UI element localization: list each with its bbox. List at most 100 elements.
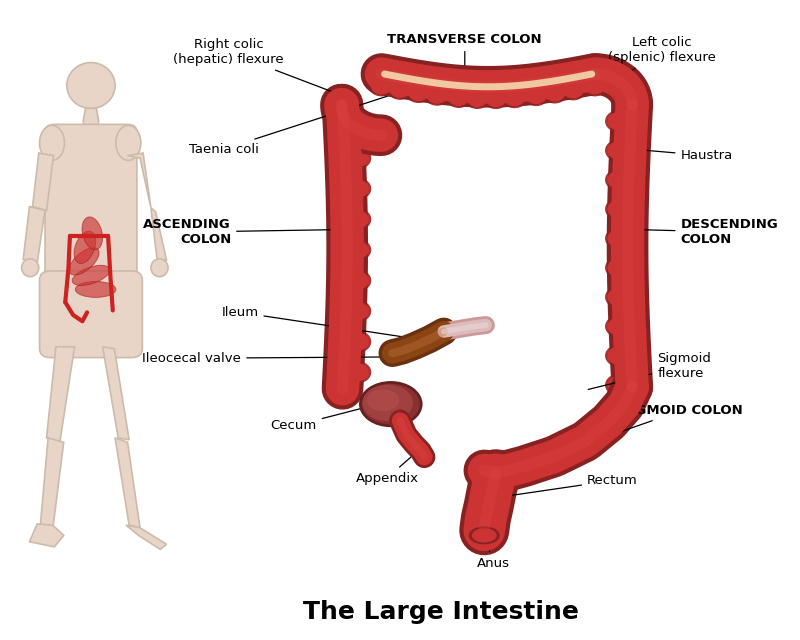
Circle shape — [483, 88, 508, 108]
Text: Sigmoid
flexure: Sigmoid flexure — [588, 352, 711, 389]
Circle shape — [465, 88, 490, 108]
Circle shape — [390, 81, 410, 97]
Circle shape — [608, 348, 628, 364]
Text: Ileocecal valve: Ileocecal valve — [142, 352, 388, 365]
Circle shape — [608, 230, 628, 246]
Circle shape — [606, 287, 630, 307]
Ellipse shape — [116, 125, 141, 161]
Text: The Large Intestine: The Large Intestine — [303, 600, 579, 624]
Circle shape — [606, 170, 630, 190]
Circle shape — [608, 377, 628, 394]
Circle shape — [524, 85, 549, 106]
Circle shape — [561, 79, 586, 100]
Text: Anus: Anus — [477, 538, 510, 570]
Circle shape — [346, 270, 370, 291]
Circle shape — [608, 318, 628, 335]
Ellipse shape — [22, 259, 38, 276]
Polygon shape — [126, 525, 166, 549]
Ellipse shape — [74, 231, 96, 264]
Polygon shape — [102, 347, 129, 440]
Circle shape — [427, 86, 447, 103]
Text: Haustra: Haustra — [621, 148, 733, 162]
Polygon shape — [40, 438, 64, 529]
Circle shape — [504, 89, 525, 106]
Circle shape — [545, 84, 565, 101]
Circle shape — [608, 201, 628, 218]
Circle shape — [606, 199, 630, 220]
Ellipse shape — [82, 217, 102, 250]
Circle shape — [348, 211, 368, 228]
Circle shape — [346, 240, 370, 260]
Circle shape — [346, 209, 370, 230]
Polygon shape — [83, 108, 98, 131]
Circle shape — [348, 242, 368, 258]
Circle shape — [348, 364, 368, 381]
Text: Left colic
(splenic) flexure: Left colic (splenic) flexure — [605, 36, 716, 89]
Text: Taenia coli: Taenia coli — [189, 84, 426, 156]
Text: SIGMOID COLON: SIGMOID COLON — [527, 404, 742, 465]
Circle shape — [606, 375, 630, 395]
FancyBboxPatch shape — [45, 124, 137, 292]
Polygon shape — [115, 438, 140, 528]
Ellipse shape — [367, 390, 398, 410]
Circle shape — [446, 87, 471, 108]
Text: TRANSVERSE COLON: TRANSVERSE COLON — [387, 33, 542, 72]
Circle shape — [606, 257, 630, 278]
Ellipse shape — [473, 529, 496, 541]
Ellipse shape — [361, 383, 421, 426]
Circle shape — [606, 346, 630, 366]
Circle shape — [406, 82, 431, 102]
Text: Cecum: Cecum — [270, 404, 380, 433]
Ellipse shape — [72, 266, 110, 285]
Circle shape — [608, 142, 628, 159]
Circle shape — [606, 111, 630, 131]
Ellipse shape — [39, 125, 65, 161]
Text: Right colic
(hepatic) flexure: Right colic (hepatic) flexure — [174, 38, 340, 95]
Circle shape — [606, 140, 630, 161]
Circle shape — [346, 117, 370, 138]
Ellipse shape — [67, 63, 115, 108]
Circle shape — [486, 90, 506, 106]
Circle shape — [608, 259, 628, 276]
Polygon shape — [30, 524, 64, 547]
Circle shape — [608, 289, 628, 305]
Polygon shape — [46, 347, 74, 442]
Polygon shape — [127, 153, 151, 208]
Text: ASCENDING
COLON: ASCENDING COLON — [143, 218, 342, 246]
Polygon shape — [23, 207, 45, 262]
Ellipse shape — [363, 385, 412, 420]
Circle shape — [585, 77, 605, 94]
Circle shape — [348, 303, 368, 319]
Ellipse shape — [151, 259, 168, 276]
Circle shape — [425, 84, 450, 105]
Text: Appendix: Appendix — [355, 451, 418, 484]
Circle shape — [582, 76, 607, 96]
Text: Ileum: Ileum — [222, 306, 415, 339]
Circle shape — [387, 79, 413, 99]
Circle shape — [371, 77, 391, 94]
Circle shape — [449, 89, 469, 106]
Ellipse shape — [75, 282, 116, 298]
Circle shape — [502, 87, 527, 108]
Circle shape — [348, 272, 368, 289]
Polygon shape — [33, 153, 54, 211]
Circle shape — [409, 84, 429, 100]
Polygon shape — [151, 208, 166, 260]
Circle shape — [348, 150, 368, 166]
Circle shape — [346, 362, 370, 383]
Circle shape — [563, 81, 583, 98]
FancyBboxPatch shape — [39, 271, 142, 358]
Circle shape — [348, 333, 368, 350]
Circle shape — [346, 301, 370, 321]
Circle shape — [369, 76, 394, 96]
Circle shape — [346, 332, 370, 352]
Circle shape — [346, 148, 370, 168]
Circle shape — [467, 90, 487, 106]
Circle shape — [526, 87, 546, 104]
Circle shape — [542, 83, 567, 103]
Ellipse shape — [69, 248, 99, 275]
Circle shape — [348, 119, 368, 136]
Text: DESCENDING
COLON: DESCENDING COLON — [637, 218, 778, 246]
Ellipse shape — [470, 527, 499, 543]
Circle shape — [608, 172, 628, 188]
